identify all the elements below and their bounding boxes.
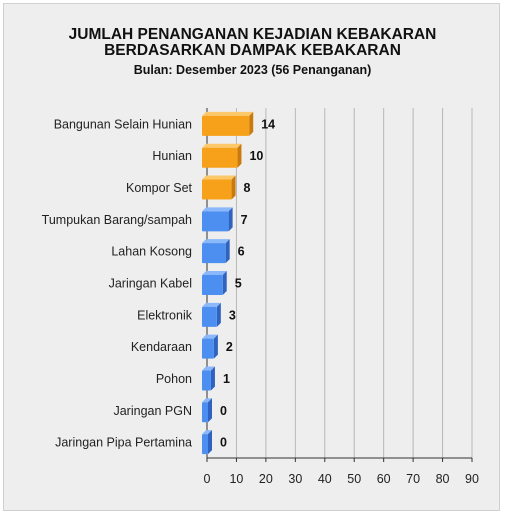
category-label: Lahan Kosong	[111, 245, 192, 259]
category-label: Tumpukan Barang/sampah	[42, 213, 192, 227]
bar	[202, 370, 211, 391]
bar	[202, 243, 226, 264]
bar-top-face	[202, 366, 215, 371]
x-tick-label: 40	[318, 472, 332, 486]
bar-value-label: 5	[235, 277, 242, 291]
x-tick-label: 80	[436, 472, 450, 486]
bar-value-label: 1	[223, 372, 230, 386]
bar-top-face	[202, 334, 218, 339]
category-label: Pohon	[156, 372, 192, 386]
bar-side-face	[208, 398, 212, 423]
category-label: Jaringan PGN	[113, 404, 192, 418]
bar-side-face	[228, 207, 233, 232]
bar	[202, 338, 214, 359]
bar-side-face	[249, 111, 254, 136]
category-label: Bangunan Selain Hunian	[54, 117, 192, 131]
bar	[202, 211, 229, 232]
category-label: Jaringan Pipa Pertamina	[55, 436, 192, 450]
bar-value-label: 2	[226, 340, 233, 354]
category-label: Elektronik	[137, 308, 193, 322]
bar	[202, 275, 223, 295]
bar-value-label: 7	[241, 213, 248, 227]
bar	[202, 434, 208, 455]
x-tick-label: 50	[347, 472, 361, 486]
bar-value-label: 3	[229, 308, 236, 322]
bar	[202, 115, 250, 136]
x-tick-label: 60	[377, 472, 391, 486]
bar-value-label: 14	[261, 117, 275, 131]
bar	[202, 306, 217, 327]
chart-subtitle: Bulan: Desember 2023 (56 Penanganan)	[133, 63, 372, 77]
x-tick-label: 90	[465, 472, 479, 486]
bar-top-face	[202, 239, 230, 244]
bar-value-label: 0	[220, 404, 227, 418]
bar	[202, 402, 208, 423]
bar-top-face	[202, 430, 212, 435]
category-label: Hunian	[152, 149, 192, 163]
category-label: Kendaraan	[131, 340, 192, 354]
bar-top-face	[202, 271, 227, 275]
bar-top-face	[202, 302, 221, 307]
bar-value-label: 0	[220, 436, 227, 450]
bar-value-label: 8	[244, 181, 251, 195]
bar-top-face	[202, 143, 242, 148]
bar	[202, 147, 238, 168]
bar-side-face	[210, 366, 215, 391]
category-label: Jaringan Kabel	[109, 277, 192, 291]
bar	[202, 179, 232, 200]
chart-title-line1: JUMLAH PENANGANAN KEJADIAN KEBAKARAN	[68, 26, 437, 43]
x-tick-label: 70	[406, 472, 420, 486]
bar-side-face	[213, 334, 218, 359]
bar-side-face	[222, 271, 227, 295]
chart-panel	[3, 3, 500, 511]
bar-top-face	[202, 111, 254, 116]
bar-top-face	[202, 175, 236, 180]
x-tick-label: 20	[259, 472, 273, 486]
x-tick-label: 30	[288, 472, 302, 486]
bar-side-face	[225, 239, 230, 264]
chart-title-line2: BERDASARKAN DAMPAK KEBAKARAN	[104, 42, 401, 59]
bar-top-face	[202, 207, 233, 212]
bar-side-face	[216, 302, 221, 327]
bar-side-face	[208, 430, 212, 455]
bar-side-face	[231, 175, 236, 200]
x-tick-label: 10	[229, 472, 243, 486]
bar-top-face	[202, 398, 212, 403]
bar-value-label: 6	[238, 245, 245, 259]
x-tick-label: 0	[204, 472, 211, 486]
bar-side-face	[237, 143, 242, 168]
category-label: Kompor Set	[126, 181, 193, 195]
bar-value-label: 10	[249, 149, 263, 163]
